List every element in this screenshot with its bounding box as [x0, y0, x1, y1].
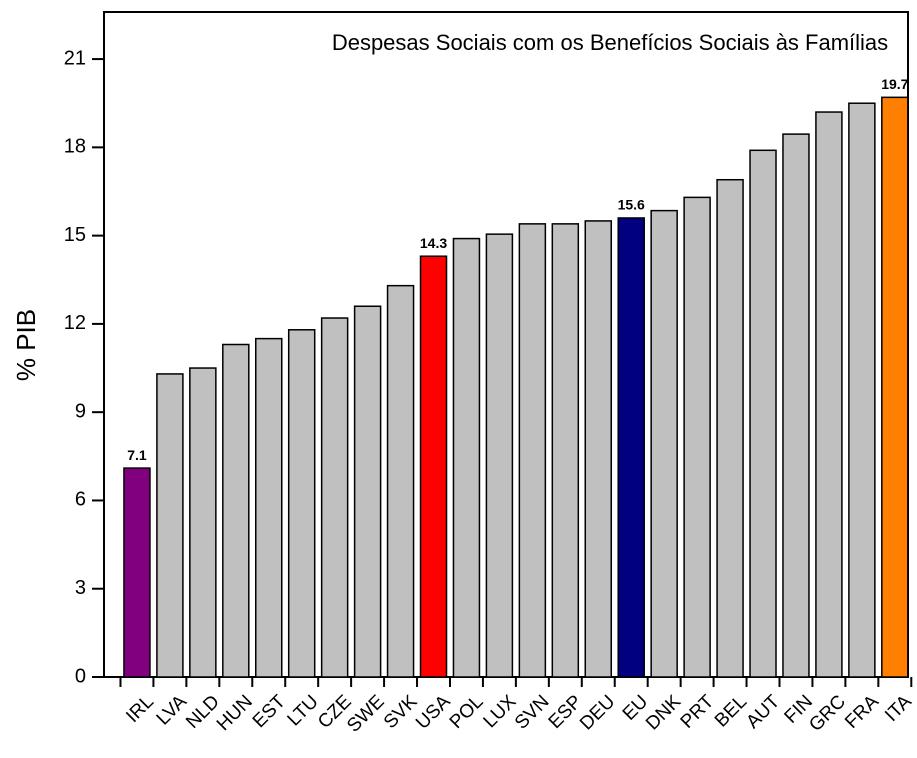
x-tick-label: SVK [380, 691, 422, 733]
bar [683, 196, 711, 678]
x-tick-label: HUN [213, 691, 257, 735]
x-tick-label: DEU [576, 691, 619, 734]
bar [848, 102, 876, 678]
x-tick-label: PRT [677, 691, 719, 733]
x-tick-label: AUT [742, 691, 784, 733]
bar [815, 111, 843, 678]
bar [782, 133, 810, 678]
bar [419, 255, 448, 678]
bar [584, 220, 613, 678]
x-tick-label: EST [249, 691, 290, 732]
value-label: 14.3 [420, 235, 447, 251]
x-tick-label: LUX [480, 691, 521, 732]
value-label: 15.6 [618, 197, 645, 213]
bar [881, 96, 909, 678]
bar [386, 284, 415, 678]
bar [255, 337, 283, 678]
bar [650, 209, 678, 678]
bar [485, 233, 514, 678]
y-tick-label: 18 [64, 136, 86, 158]
bar [617, 217, 645, 678]
bar [156, 373, 184, 678]
x-tick-label: ESP [545, 691, 587, 733]
x-tick-label: SWE [343, 691, 388, 736]
bar [189, 367, 217, 678]
bar [749, 149, 777, 678]
bar [123, 467, 151, 678]
x-tick-label: POL [446, 691, 488, 733]
bar [287, 329, 316, 678]
y-tick-label: 21 [64, 47, 86, 69]
x-tick-label: GRC [805, 691, 850, 736]
bar [716, 178, 744, 678]
y-tick-label: 3 [75, 577, 86, 599]
bar [551, 223, 580, 678]
x-tick-label: SVN [511, 691, 553, 733]
y-tick-label: 6 [75, 489, 86, 511]
value-label: 19.7 [881, 76, 908, 92]
x-tick-label: NLD [182, 691, 224, 733]
y-axis-label: % PIB [11, 309, 41, 381]
y-tick-label: 15 [64, 224, 86, 246]
x-tick-label: USA [412, 691, 455, 734]
y-tick-label: 12 [64, 312, 86, 334]
bar [353, 305, 382, 678]
value-label: 7.1 [127, 447, 147, 463]
y-tick-label: 9 [75, 400, 86, 422]
x-tick-label: LVA [153, 691, 191, 729]
x-tick-label: DNK [642, 691, 685, 734]
x-tick-label: ITA [881, 691, 916, 726]
bar [452, 237, 481, 678]
bar [320, 317, 349, 678]
x-tick-label: BEL [711, 691, 751, 731]
chart-title: Despesas Sociais com os Benefícios Socia… [332, 30, 888, 55]
x-tick-label: IRL [122, 691, 158, 727]
bar [222, 343, 250, 678]
x-tick-label: FRA [841, 691, 883, 733]
bar [518, 223, 547, 678]
x-tick-label: LTU [284, 691, 323, 730]
y-tick-label: 0 [75, 665, 86, 687]
